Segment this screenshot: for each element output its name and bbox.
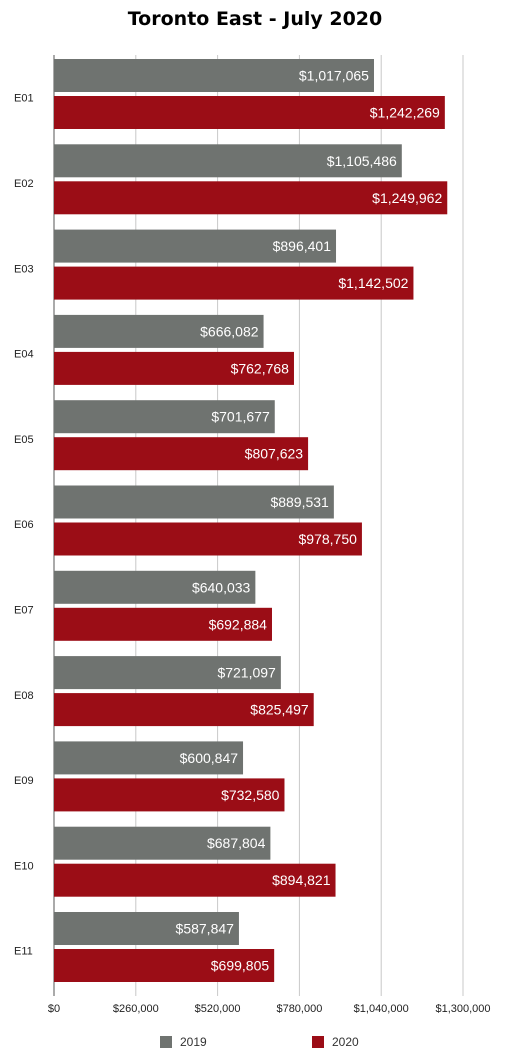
- legend-swatch-2019: [160, 1036, 172, 1048]
- category-label: E11: [14, 946, 33, 958]
- data-label: $1,017,065: [299, 68, 369, 84]
- bar-2020-e09: [54, 778, 285, 812]
- data-label: $701,677: [211, 409, 270, 425]
- bar-2019-e11: [54, 912, 239, 945]
- x-tick-label: $1,300,000: [435, 1003, 490, 1015]
- category-label: E07: [14, 604, 34, 616]
- labels: $0 $260,000 $520,000 $780,000 $1,040,000 $1,3…: [14, 68, 491, 1016]
- category-label: E09: [14, 775, 34, 787]
- bar-2019-e07: [54, 570, 256, 604]
- data-label: $762,768: [231, 360, 290, 376]
- bar-2020-e07: [54, 607, 272, 641]
- category-label: E10: [14, 860, 34, 872]
- bar-2019-e09: [54, 741, 244, 775]
- category-label: E06: [14, 519, 34, 531]
- bar-2020-e06: [54, 522, 362, 556]
- data-label: $889,531: [270, 494, 329, 510]
- category-label: E04: [14, 349, 34, 361]
- data-label: $640,033: [192, 579, 251, 595]
- bar-2020-e10: [54, 863, 336, 897]
- category-label: E03: [14, 263, 34, 275]
- x-tick-label: $0: [48, 1003, 60, 1015]
- x-tick-label: $780,000: [276, 1003, 322, 1015]
- data-label: $978,750: [299, 531, 358, 547]
- legend-label-2020: 2020: [332, 1035, 359, 1049]
- data-label: $721,097: [217, 665, 276, 681]
- chart-title: Toronto East - July 2020: [127, 8, 383, 30]
- data-label: $1,242,269: [370, 105, 440, 121]
- data-label: $825,497: [250, 702, 309, 718]
- legend-item-2020: 2020: [312, 1034, 359, 1050]
- data-label: $687,804: [207, 835, 266, 851]
- bar-2020-e02: [54, 181, 448, 215]
- category-label: E02: [14, 178, 34, 190]
- bar-2019-e08: [54, 656, 281, 690]
- bar-2019-e06: [54, 485, 334, 519]
- bar-2020-e11: [54, 949, 275, 982]
- data-label: $1,142,502: [338, 275, 408, 291]
- bar-2019-e04: [54, 314, 264, 348]
- data-label: $807,623: [245, 446, 304, 462]
- data-label: $587,847: [176, 921, 235, 937]
- category-label: E08: [14, 690, 34, 702]
- legend-label-2019: 2019: [180, 1035, 207, 1049]
- bar-2020-e05: [54, 437, 309, 471]
- data-label: $894,821: [272, 872, 331, 888]
- legend-swatch-2020: [312, 1036, 324, 1048]
- category-label: E01: [14, 93, 34, 105]
- bar-2019-e10: [54, 826, 271, 860]
- data-label: $600,847: [180, 750, 239, 766]
- data-label: $1,105,486: [327, 153, 397, 169]
- bar-2020-e03: [54, 266, 414, 300]
- data-label: $896,401: [273, 238, 332, 254]
- legend-item-2019: 2019: [160, 1034, 207, 1050]
- bar-2020-e08: [54, 693, 314, 727]
- bar-2020-e04: [54, 351, 294, 385]
- data-label: $699,805: [211, 958, 270, 974]
- data-label: $666,082: [200, 323, 259, 339]
- bar-2019-e02: [54, 144, 402, 178]
- bars: [54, 59, 448, 982]
- x-tick-label: $520,000: [195, 1003, 241, 1015]
- data-label: $1,249,962: [372, 190, 442, 206]
- bar-2019-e05: [54, 400, 275, 434]
- data-label: $732,580: [221, 787, 280, 803]
- bar-2020-e01: [54, 96, 445, 129]
- bar-2019-e01: [54, 59, 374, 92]
- data-label: $692,884: [209, 616, 268, 632]
- category-label: E05: [14, 434, 34, 446]
- x-tick-label: $260,000: [113, 1003, 159, 1015]
- x-tick-label: $1,040,000: [354, 1003, 409, 1015]
- bar-2019-e03: [54, 229, 337, 263]
